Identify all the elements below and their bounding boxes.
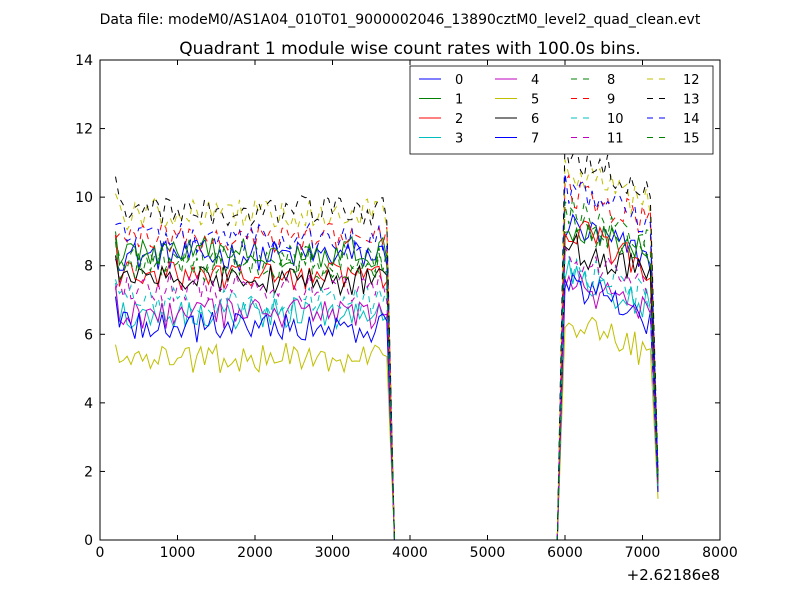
y-tick-label: 8 [84,259,93,275]
series-line-0 [115,213,659,541]
series-line-11 [115,246,659,541]
x-tick-label: 4000 [392,545,428,561]
y-tick-label: 0 [84,533,93,549]
y-tick-label: 6 [84,327,93,343]
legend-label: 9 [607,93,615,108]
legend-label: 6 [531,112,539,127]
series-line-12 [115,159,659,541]
series-line-5 [115,316,659,541]
series-line-7 [115,272,659,541]
legend-label: 5 [531,93,539,108]
x-tick-label: 2000 [237,545,273,561]
series-line-1 [115,224,659,541]
legend-label: 0 [455,73,463,88]
x-tick-label: 5000 [470,545,506,561]
x-offset-label: +2.62186e8 [627,566,720,584]
series-line-6 [115,232,659,541]
legend-box [409,65,714,155]
x-tick-label: 7000 [625,545,661,561]
x-tick-label: 0 [96,545,105,561]
legend-label: 7 [531,132,539,147]
series-line-10 [115,255,659,541]
legend-label: 13 [683,93,700,108]
y-tick-label: 2 [84,464,93,480]
y-tick-label: 12 [75,122,93,138]
series-line-2 [115,220,659,541]
series-line-14 [115,172,659,541]
legend-label: 15 [683,132,700,147]
y-tick-label: 14 [75,53,93,69]
x-tick-label: 3000 [315,545,351,561]
x-tick-label: 1000 [160,545,196,561]
legend-label: 10 [607,112,624,127]
series-line-9 [115,173,659,541]
x-tick-label: 8000 [702,545,738,561]
legend-label: 11 [607,132,624,147]
legend-label: 1 [455,93,463,108]
y-tick-label: 4 [84,396,93,412]
series-line-15 [115,200,659,541]
legend-label: 8 [607,73,615,88]
legend-label: 12 [683,73,700,88]
legend-label: 3 [455,132,463,147]
y-tick-label: 10 [75,190,93,206]
series-line-13 [115,140,659,541]
series-line-8 [115,197,659,541]
chart-suptitle: Data file: modeM0/AS1A04_010T01_90000020… [100,12,701,28]
x-tick-label: 6000 [547,545,583,561]
series-layer [115,140,659,541]
legend-label: 4 [531,73,539,88]
legend-label: 2 [455,112,463,127]
axes-layer: 0 1000 2000 3000 4000 5000 6000 7000 80000246810… [75,53,738,561]
series-line-4 [115,273,659,541]
chart-title: Quadrant 1 module wise count rates with … [179,39,640,59]
legend-label: 14 [683,112,700,127]
